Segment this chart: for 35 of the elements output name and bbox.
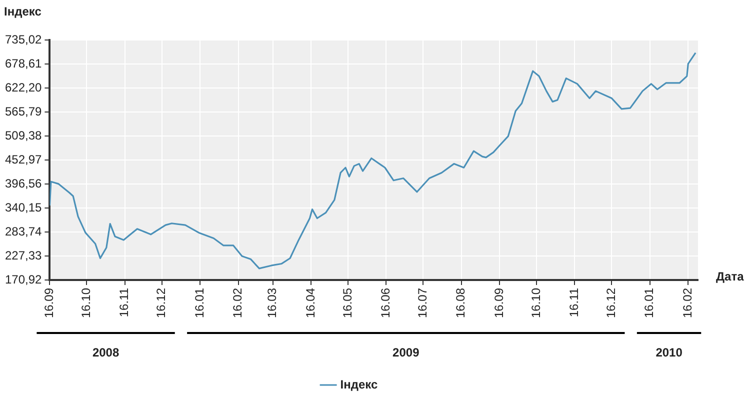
- x-tick-label: 16.06: [378, 288, 392, 318]
- legend-label: Індекс: [340, 377, 378, 392]
- text: 2010: [656, 345, 683, 360]
- x-tick-label: 16.03: [265, 288, 280, 318]
- x-tick-label: 16.02: [230, 288, 245, 318]
- x-tick-label: 16.11: [567, 288, 582, 318]
- x-tick-label: 16.07: [415, 288, 430, 318]
- x-tick-label: 16.10: [78, 288, 93, 318]
- y-axis-title: Індекс: [4, 4, 42, 18]
- y-tick-label: 565,79: [5, 104, 42, 118]
- x-tick-label: 16.12: [604, 288, 618, 318]
- x-tick-label: 16.09: [42, 288, 56, 318]
- x-tick-label: 16.02: [680, 288, 694, 318]
- x-tick-label: 16.12: [154, 288, 168, 318]
- y-tick-label: 396,56: [5, 176, 42, 190]
- x-tick-label: 16.11: [117, 288, 132, 318]
- y-tick-label: 509,38: [5, 128, 42, 142]
- x-tick-label: 16.08: [454, 288, 468, 318]
- x-tick-label: 16.01: [642, 288, 656, 318]
- x-tick-label: 16.10: [528, 288, 543, 318]
- y-tick-label: 283,74: [5, 224, 42, 238]
- y-tick-label: 227,33: [5, 248, 42, 262]
- x-tick-label: 16.09: [492, 288, 506, 318]
- x-tick-label: 16.04: [303, 288, 318, 318]
- x-tick-label: 16.01: [192, 288, 206, 318]
- text: 2009: [392, 345, 420, 360]
- y-tick-label: 452,97: [5, 152, 42, 166]
- y-tick-label: 735,02: [5, 32, 42, 46]
- y-tick-label: 340,15: [5, 200, 42, 214]
- x-tick-label: 16.05: [340, 288, 354, 318]
- text: 2008: [92, 345, 120, 360]
- y-tick-label: 678,61: [5, 56, 42, 70]
- y-tick-label: 622,20: [5, 80, 42, 94]
- y-tick-label: 170,92: [5, 272, 42, 286]
- x-axis-title: Дата: [716, 269, 744, 284]
